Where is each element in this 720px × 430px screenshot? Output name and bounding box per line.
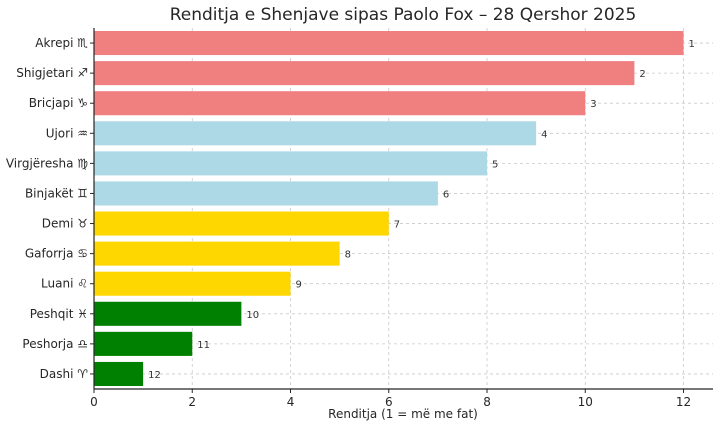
y-tick-label: Gaforrja ♋	[25, 247, 88, 261]
y-tick-label: Virgjëresha ♍	[6, 156, 88, 170]
bar	[94, 211, 389, 236]
y-tick-label: Peshqit ♓	[30, 307, 88, 321]
bar	[94, 151, 488, 176]
bar-data-label: 9	[296, 280, 302, 291]
bar-data-label: 3	[590, 99, 596, 110]
x-tick-label: 2	[188, 395, 196, 409]
y-tick-label: Dashi ♈	[40, 367, 89, 381]
bar	[94, 61, 635, 86]
x-tick-label: 12	[676, 395, 691, 409]
y-tick-label: Akrepi ♏	[35, 36, 88, 50]
bar-data-label: 5	[492, 159, 498, 170]
chart-title: Renditja e Shenjave sipas Paolo Fox – 28…	[170, 5, 637, 25]
bar-data-label: 1	[689, 39, 695, 50]
bar-data-label: 10	[246, 310, 259, 321]
bar-data-label: 11	[197, 340, 210, 351]
x-axis-tick-labels: 0 2 4 6 8 10 12	[90, 389, 691, 409]
bar-data-label: 6	[443, 189, 449, 200]
y-tick-label: Shigjetari ♐	[16, 66, 88, 80]
bar	[94, 241, 340, 266]
bar-data-label: 7	[394, 220, 400, 231]
bar	[94, 331, 193, 356]
bar-data-label: 12	[148, 370, 161, 381]
bar-data-label: 4	[541, 129, 547, 140]
y-axis-tick-labels: Akrepi ♏ Shigjetari ♐ Bricjapi ♑ Ujori ♒ Vir…	[6, 36, 94, 381]
bar	[94, 361, 144, 386]
bar	[94, 271, 291, 296]
bar	[94, 181, 438, 206]
bar	[94, 31, 684, 56]
x-axis-label: Renditja (1 = më me fat)	[328, 407, 478, 421]
bars	[94, 31, 684, 386]
x-tick-label: 0	[90, 395, 98, 409]
bar	[94, 121, 537, 146]
y-tick-label: Demi ♉	[42, 217, 88, 231]
x-tick-label: 10	[578, 395, 593, 409]
y-tick-label: Ujori ♒	[46, 126, 88, 140]
bar	[94, 301, 242, 326]
y-tick-label: Bricjapi ♑	[29, 96, 88, 110]
y-tick-label: Binjakët ♊	[25, 186, 88, 200]
x-tick-label: 6	[385, 395, 393, 409]
bar-data-label: 2	[639, 69, 645, 80]
y-tick-label: Peshorja ♎	[22, 337, 88, 351]
y-tick-label: Luani ♌	[41, 277, 88, 291]
bar-data-label: 8	[345, 250, 351, 261]
bar	[94, 91, 586, 116]
x-tick-label: 8	[483, 395, 491, 409]
x-tick-label: 4	[287, 395, 295, 409]
